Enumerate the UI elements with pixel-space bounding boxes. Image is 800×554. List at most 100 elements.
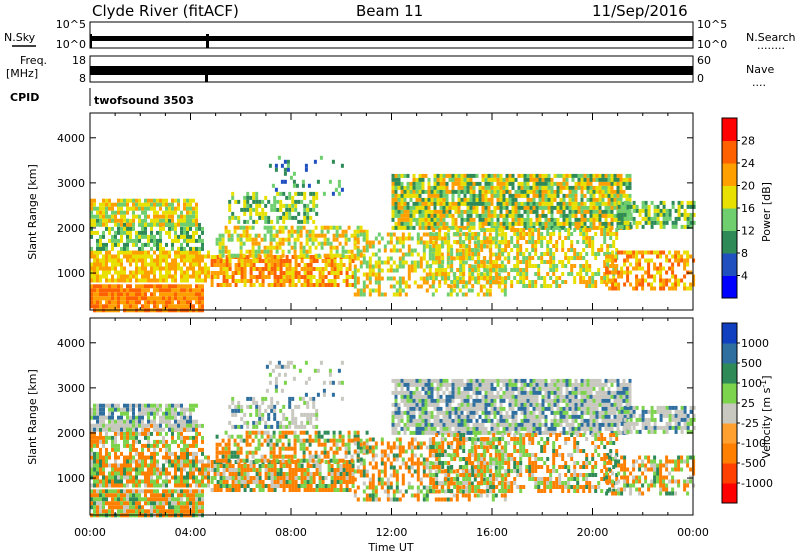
echo-cell bbox=[198, 226, 201, 231]
echo-cell bbox=[237, 468, 241, 472]
echo-cell bbox=[168, 270, 171, 275]
echo-cell bbox=[225, 279, 229, 283]
echo-cell bbox=[556, 205, 560, 210]
echo-cell bbox=[568, 173, 572, 178]
echo-cell bbox=[537, 232, 541, 236]
echo-cell bbox=[96, 266, 99, 271]
echo-cell bbox=[647, 258, 651, 263]
echo-cell bbox=[588, 264, 592, 268]
echo-cell bbox=[475, 181, 479, 186]
echo-cell bbox=[245, 249, 249, 254]
echo-cell bbox=[466, 217, 470, 222]
echo-cell bbox=[248, 237, 252, 242]
echo-cell bbox=[120, 266, 123, 271]
echo-cell bbox=[276, 215, 280, 220]
echo-cell bbox=[192, 439, 195, 444]
echo-cell bbox=[309, 191, 313, 196]
echo-cell bbox=[308, 237, 312, 242]
echo-cell bbox=[686, 254, 690, 259]
echo-cell bbox=[165, 501, 168, 506]
echo-cell bbox=[418, 173, 422, 178]
echo-cell bbox=[677, 250, 681, 255]
echo-cell bbox=[359, 252, 363, 257]
echo-cell bbox=[195, 423, 198, 428]
echo-cell bbox=[433, 217, 437, 222]
echo-cell bbox=[403, 221, 407, 226]
echo-cell bbox=[662, 204, 666, 209]
echo-cell bbox=[329, 245, 333, 250]
echo-cell bbox=[474, 268, 478, 272]
echo-cell bbox=[492, 280, 496, 284]
echo-cell bbox=[434, 288, 438, 293]
echo-cell bbox=[150, 431, 153, 436]
echo-cell bbox=[336, 267, 340, 271]
echo-cell bbox=[508, 177, 512, 182]
echo-cell bbox=[407, 264, 411, 269]
echo-cell bbox=[111, 214, 114, 219]
echo-cell bbox=[162, 278, 165, 283]
echo-cell bbox=[147, 242, 150, 247]
echo-cell bbox=[189, 419, 192, 424]
echo-cell bbox=[321, 275, 325, 279]
echo-cell bbox=[412, 189, 416, 194]
echo-cell bbox=[168, 274, 171, 279]
echo-cell bbox=[490, 193, 494, 198]
echo-cell bbox=[598, 181, 602, 186]
echo-cell bbox=[305, 233, 309, 238]
echo-cell bbox=[165, 270, 168, 275]
echo-cell bbox=[90, 455, 93, 460]
echo-cell bbox=[448, 189, 452, 194]
echo-cell bbox=[135, 230, 138, 235]
echo-cell bbox=[490, 197, 494, 202]
echo-cell bbox=[574, 213, 578, 218]
echo-cell bbox=[339, 263, 343, 267]
echo-cell bbox=[204, 475, 207, 480]
echo-cell bbox=[526, 185, 530, 190]
echo-cell bbox=[165, 419, 168, 424]
echo-cell bbox=[96, 238, 99, 243]
echo-cell bbox=[416, 252, 420, 257]
echo-cell bbox=[90, 463, 93, 468]
echo-cell bbox=[487, 205, 491, 210]
echo-cell bbox=[117, 230, 120, 235]
colorbar-tick-label: 16 bbox=[741, 202, 755, 215]
echo-cell bbox=[653, 274, 657, 279]
echo-cell bbox=[528, 236, 532, 240]
echo-cell bbox=[481, 177, 485, 182]
echo-cell bbox=[255, 484, 259, 488]
echo-cell bbox=[591, 272, 595, 276]
echo-cell bbox=[293, 229, 297, 234]
echo-cell bbox=[465, 256, 469, 260]
echo-cell bbox=[326, 253, 330, 258]
echo-cell bbox=[177, 238, 180, 243]
echo-cell bbox=[111, 246, 114, 251]
echo-cell bbox=[201, 459, 204, 464]
echo-cell bbox=[135, 284, 138, 289]
echo-cell bbox=[400, 181, 404, 186]
echo-cell bbox=[105, 206, 108, 211]
echo-cell bbox=[135, 493, 138, 498]
echo-cell bbox=[478, 193, 482, 198]
echo-cell bbox=[117, 427, 120, 432]
echo-cell bbox=[601, 193, 605, 198]
echo-cell bbox=[174, 471, 177, 476]
echo-cell bbox=[659, 254, 663, 259]
echo-cell bbox=[436, 189, 440, 194]
echo-cell bbox=[129, 250, 132, 255]
echo-cell bbox=[183, 419, 186, 424]
echo-cell bbox=[297, 263, 301, 267]
echo-cell bbox=[150, 423, 153, 428]
echo-cell bbox=[579, 276, 583, 280]
echo-cell bbox=[466, 213, 470, 218]
echo-cell bbox=[237, 480, 241, 484]
echo-cell bbox=[520, 201, 524, 206]
echo-cell bbox=[132, 300, 135, 305]
echo-cell bbox=[348, 275, 352, 279]
echo-cell bbox=[183, 439, 186, 444]
echo-cell bbox=[525, 256, 529, 260]
echo-cell bbox=[132, 431, 135, 436]
echo-cell bbox=[264, 219, 268, 224]
echo-cell bbox=[609, 236, 613, 240]
echo-cell bbox=[541, 177, 545, 182]
echo-cell bbox=[473, 264, 477, 269]
